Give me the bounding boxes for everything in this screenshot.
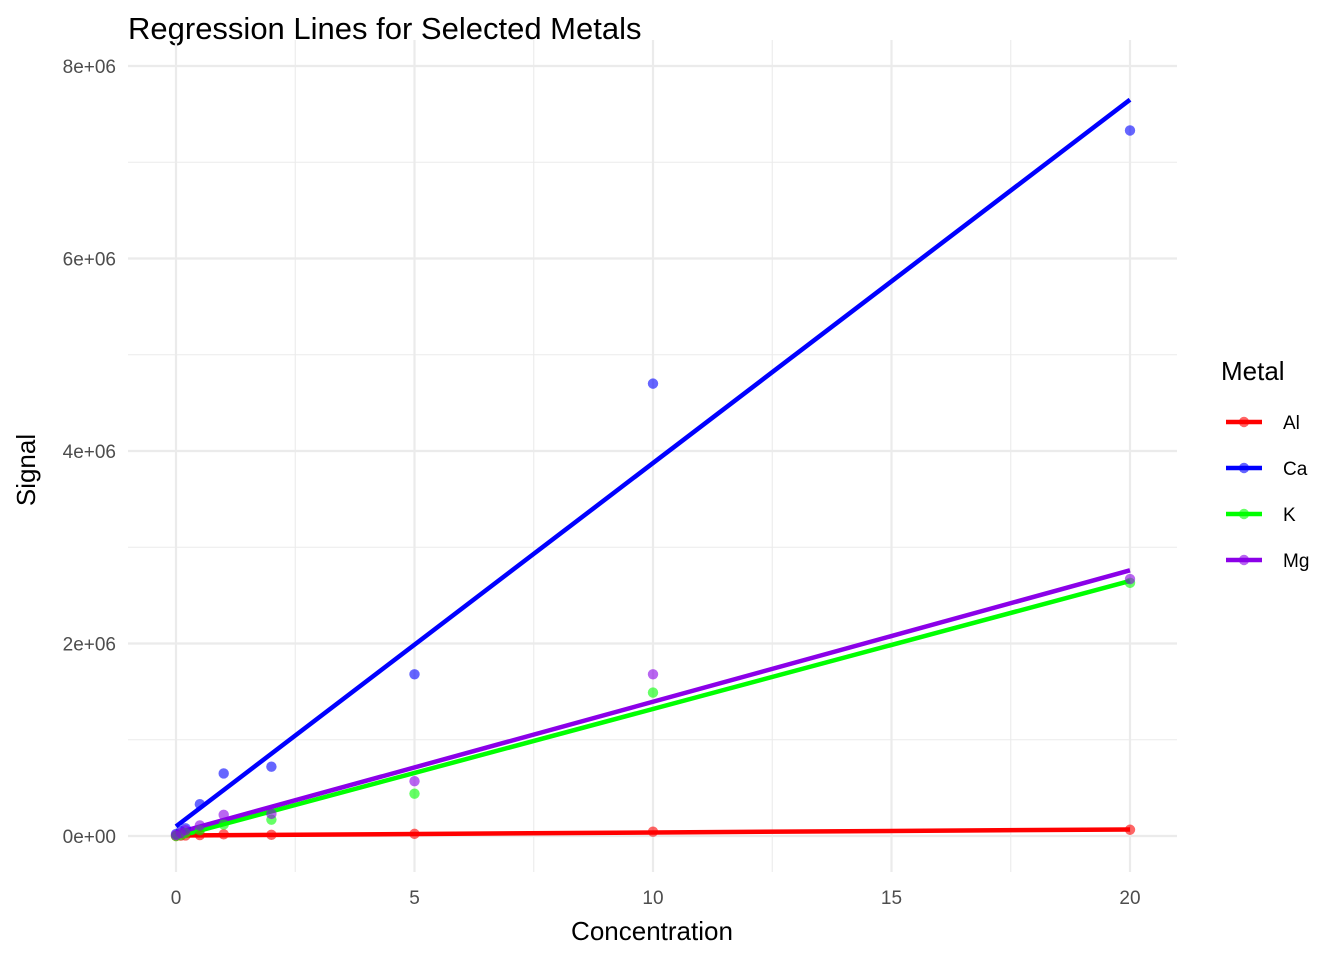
legend-label: Al (1283, 413, 1300, 434)
legend-key-point (1238, 554, 1250, 566)
y-tick-label: 4e+06 (63, 442, 116, 463)
data-point-mg (266, 808, 277, 820)
regression-line-k (175, 578, 1131, 840)
regression-lines (174, 97, 1132, 840)
x-axis-ticks: 0 5 10 15 20 (171, 888, 1141, 909)
data-point-mg (1124, 573, 1136, 585)
x-tick-label: 5 (409, 888, 420, 909)
y-axis-title: Signal (11, 434, 41, 506)
data-point-mg (180, 825, 191, 836)
x-tick-label: 15 (881, 888, 902, 909)
legend-title: Metal (1221, 356, 1285, 386)
data-point-k (647, 687, 659, 698)
data-point-ca (1124, 125, 1136, 136)
data-point-al (647, 826, 659, 837)
x-tick-label: 10 (642, 888, 663, 909)
y-axis-ticks: 0e+00 2e+06 4e+06 6e+06 8e+06 (63, 57, 116, 848)
legend-label: Mg (1283, 551, 1309, 572)
regression-line-ca (174, 97, 1132, 829)
regression-line-mg (175, 568, 1131, 836)
legend-item-k: K (1226, 505, 1296, 526)
legend-item-mg: Mg (1226, 551, 1309, 572)
data-point-k (218, 819, 229, 830)
legend-key-point (1238, 462, 1250, 474)
x-tick-label: 20 (1119, 888, 1140, 909)
data-point-al (409, 828, 420, 840)
data-point-al (1124, 824, 1136, 835)
data-point-ca (647, 378, 659, 389)
x-tick-label: 0 (171, 888, 182, 909)
data-point-ca (409, 669, 420, 680)
y-tick-label: 2e+06 (63, 635, 116, 656)
legend-key-point (1238, 508, 1250, 520)
legend: Metal Al Ca K Mg (1221, 356, 1309, 572)
data-point-al (266, 829, 277, 841)
data-point-mg (647, 669, 659, 680)
data-point-ca (194, 799, 206, 810)
data-point-mg (194, 820, 206, 831)
data-point-ca (218, 768, 229, 779)
legend-label: Ca (1283, 459, 1308, 480)
y-tick-label: 8e+06 (63, 57, 116, 78)
data-point-al (218, 829, 229, 840)
data-point-mg (409, 775, 420, 787)
data-points (170, 125, 1136, 842)
legend-item-al: Al (1226, 413, 1300, 434)
data-point-k (409, 788, 420, 799)
data-point-mg (218, 809, 229, 821)
legend-label: K (1283, 505, 1296, 526)
grid (128, 40, 1177, 872)
x-axis-title: Concentration (571, 916, 733, 946)
data-point-ca (266, 761, 277, 772)
legend-key-point (1238, 416, 1250, 428)
chart-title: Regression Lines for Selected Metals (128, 11, 641, 46)
y-tick-label: 0e+00 (63, 827, 116, 848)
legend-item-ca: Ca (1226, 459, 1308, 480)
y-tick-label: 6e+06 (63, 250, 116, 271)
